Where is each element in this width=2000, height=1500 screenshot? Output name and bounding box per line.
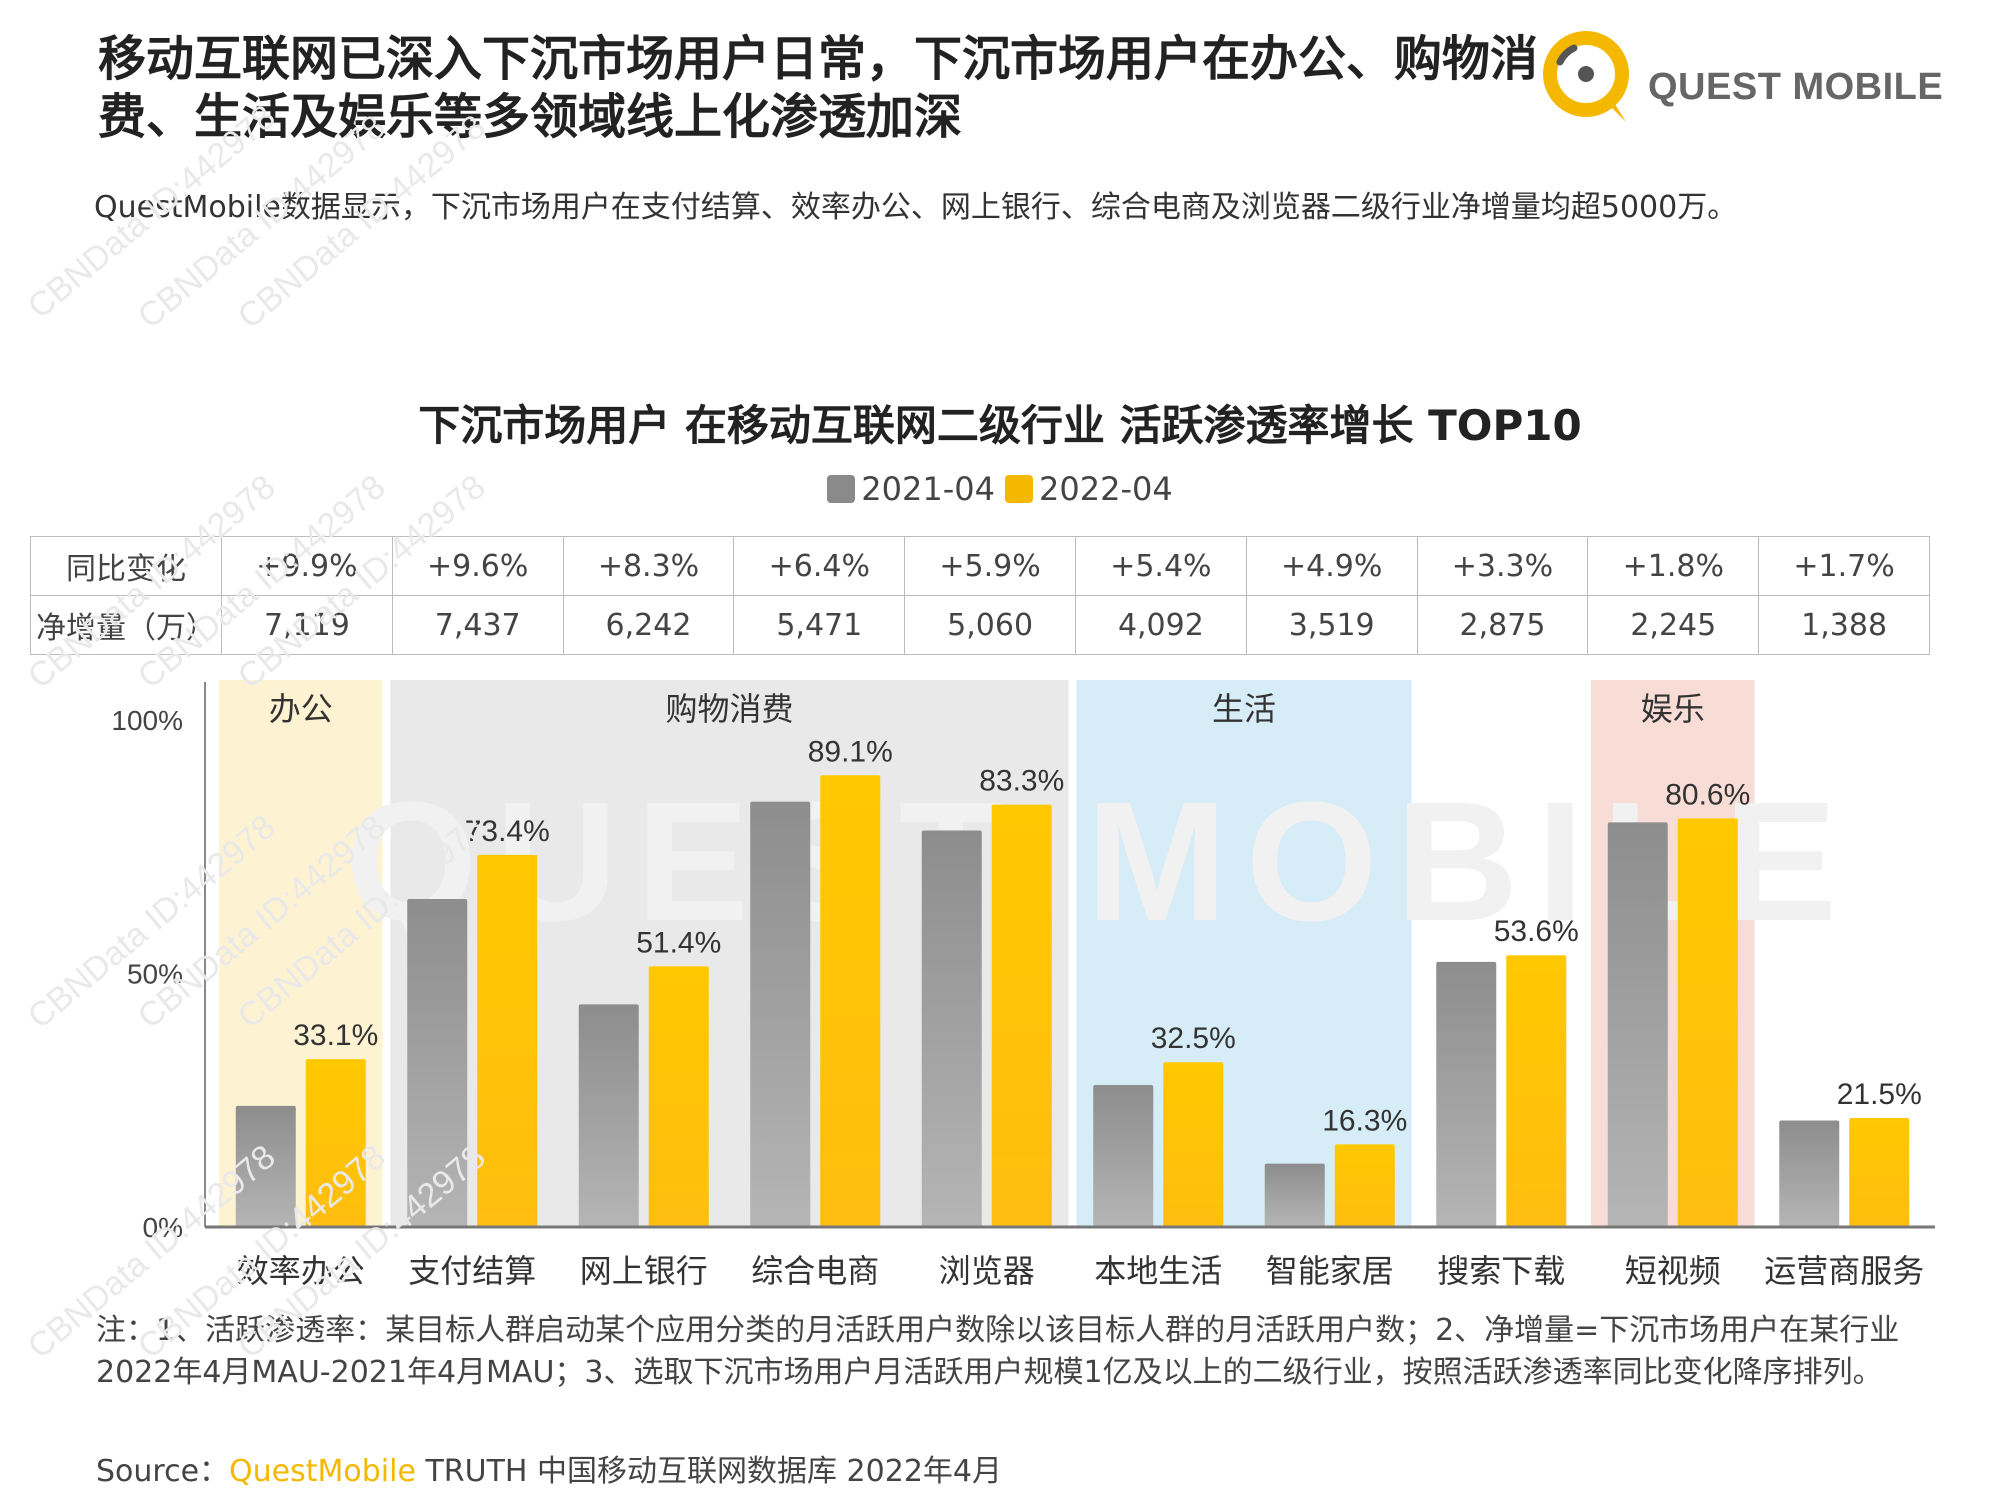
bar-2021 — [1607, 822, 1668, 1227]
data-label: 89.1% — [808, 735, 893, 768]
group-label: 办公 — [269, 690, 333, 728]
watermark-bg-text: QUEST MOBILE — [345, 767, 1855, 957]
stats-cell: 3,519 — [1245, 595, 1418, 655]
bar-chart: 办公 购物消费 生活 娱乐 QUEST MOBILE 0% 50% 100% 33.1% 效率办公… — [111, 680, 1935, 1290]
stats-cell: 7,437 — [391, 595, 564, 655]
logo-arc-icon — [1556, 44, 1578, 66]
logo-dot-icon — [1578, 66, 1594, 82]
logo-ring-icon — [1543, 31, 1629, 117]
source-prefix: Source： — [96, 1454, 230, 1489]
source-line: Source：QuestMobile TRUTH 中国移动互联网数据库 2022… — [96, 1446, 1002, 1490]
stats-cell: +3.3% — [1416, 536, 1589, 596]
bar-2022 — [477, 854, 538, 1227]
stats-cell: 1,388 — [1758, 595, 1930, 655]
x-category-label: 搜索下载 — [1437, 1252, 1565, 1290]
bar-2022 — [1506, 955, 1567, 1227]
bar-2021 — [750, 801, 811, 1227]
logo-tail-icon — [1604, 96, 1626, 122]
y-tick-label: 100% — [111, 705, 183, 736]
bar-2021 — [1264, 1163, 1325, 1227]
stats-cell: 5,471 — [733, 595, 906, 655]
x-category-label: 浏览器 — [939, 1252, 1035, 1290]
x-category-label: 支付结算 — [408, 1252, 536, 1290]
bar-2022 — [1849, 1117, 1910, 1227]
stats-cell: +1.7% — [1758, 536, 1930, 596]
group-label: 娱乐 — [1641, 690, 1705, 728]
bar-2022 — [1163, 1062, 1224, 1227]
bar-2022 — [820, 775, 881, 1227]
bar-2022 — [648, 966, 709, 1227]
logo-text: QUEST MOBILE — [1648, 66, 1944, 108]
stats-cell: +4.9% — [1245, 536, 1418, 596]
stats-cell: +1.8% — [1587, 536, 1760, 596]
bar-2022 — [1677, 818, 1738, 1227]
data-label: 16.3% — [1322, 1104, 1407, 1137]
page-title: 移动互联网已深入下沉市场用户日常，下沉市场用户在办公、购物消费、生活及娱乐等多领… — [98, 31, 1539, 145]
stats-cell: +9.9% — [221, 536, 393, 596]
x-category-label: 本地生活 — [1094, 1252, 1222, 1290]
group-label: 购物消费 — [665, 690, 793, 728]
bar-2022 — [305, 1059, 366, 1227]
legend-label-2022: 2022-04 — [1039, 470, 1173, 508]
stats-cell: +8.3% — [562, 536, 735, 596]
bar-2021 — [407, 898, 468, 1227]
bar-2021 — [1436, 961, 1497, 1227]
legend-item-2022: 2022-04 — [1005, 470, 1173, 508]
bar-2021 — [921, 830, 982, 1227]
data-label: 73.4% — [465, 815, 550, 848]
source-brand: QuestMobile — [229, 1454, 416, 1489]
bar-2021 — [235, 1105, 296, 1227]
data-label: 21.5% — [1837, 1078, 1922, 1111]
stats-cell: 7,119 — [221, 595, 393, 655]
data-label: 51.4% — [636, 926, 721, 959]
footnotes: 注：1、活跃渗透率：某目标人群启动某个应用分类的月活跃用户数除以该目标人群的月活… — [96, 1313, 1900, 1390]
stats-row-yoy: 同比变化 +9.9% +9.6% +8.3% +6.4% +5.9% +5.4%… — [30, 536, 1930, 596]
legend-swatch-2022 — [1005, 475, 1033, 503]
y-tick-label: 50% — [127, 959, 183, 990]
y-tick-label: 0% — [143, 1212, 183, 1243]
source-rest: TRUTH 中国移动互联网数据库 2022年4月 — [415, 1454, 1002, 1489]
data-label: 33.1% — [293, 1019, 378, 1052]
x-category-label: 综合电商 — [751, 1252, 879, 1290]
bar-2022 — [1334, 1144, 1395, 1227]
chart-legend: 2021-04 2022-04 — [0, 470, 2000, 508]
group-label: 生活 — [1212, 690, 1276, 728]
x-category-label: 短视频 — [1625, 1252, 1721, 1290]
legend-swatch-2021 — [827, 475, 856, 503]
chart-title: 下沉市场用户 在移动互联网二级行业 活跃渗透率增长 TOP10 — [418, 401, 1582, 450]
x-category-label: 效率办公 — [237, 1252, 365, 1290]
stats-cell: 2,245 — [1587, 595, 1760, 655]
stats-row-net-increase: 净增量（万） 7,119 7,437 6,242 5,471 5,060 4,0… — [30, 595, 1930, 655]
stats-row-net-label: 净增量（万） — [30, 595, 222, 655]
stats-cell: 5,060 — [904, 595, 1076, 655]
bar-2021 — [1779, 1120, 1840, 1227]
data-label: 80.6% — [1665, 778, 1750, 811]
stats-table: 同比变化 +9.9% +9.6% +8.3% +6.4% +5.9% +5.4%… — [30, 536, 1930, 655]
stats-cell: +5.4% — [1074, 536, 1247, 596]
stats-cell: 4,092 — [1074, 595, 1247, 655]
legend-label-2021: 2021-04 — [861, 470, 995, 508]
stats-row-yoy-label: 同比变化 — [30, 536, 222, 596]
stats-cell: +6.4% — [733, 536, 906, 596]
legend-item-2021: 2021-04 — [827, 470, 995, 508]
questmobile-logo — [1543, 31, 1629, 122]
data-label: 32.5% — [1151, 1022, 1236, 1055]
stats-cell: +5.9% — [904, 536, 1076, 596]
stats-cell: 6,242 — [562, 595, 735, 655]
data-label: 53.6% — [1494, 915, 1579, 948]
data-label: 83.3% — [979, 765, 1064, 798]
page-subtitle: QuestMobile数据显示，下沉市场用户在支付结算、效率办公、网上银行、综合… — [94, 190, 1738, 225]
x-category-label: 智能家居 — [1266, 1252, 1394, 1290]
bar-2022 — [991, 804, 1052, 1227]
x-category-label: 网上银行 — [580, 1252, 708, 1290]
bar-2021 — [578, 1004, 639, 1227]
stats-cell: 2,875 — [1416, 595, 1589, 655]
stats-cell: +9.6% — [391, 536, 564, 596]
bar-2021 — [1093, 1085, 1154, 1227]
x-category-label: 运营商服务 — [1764, 1252, 1924, 1290]
